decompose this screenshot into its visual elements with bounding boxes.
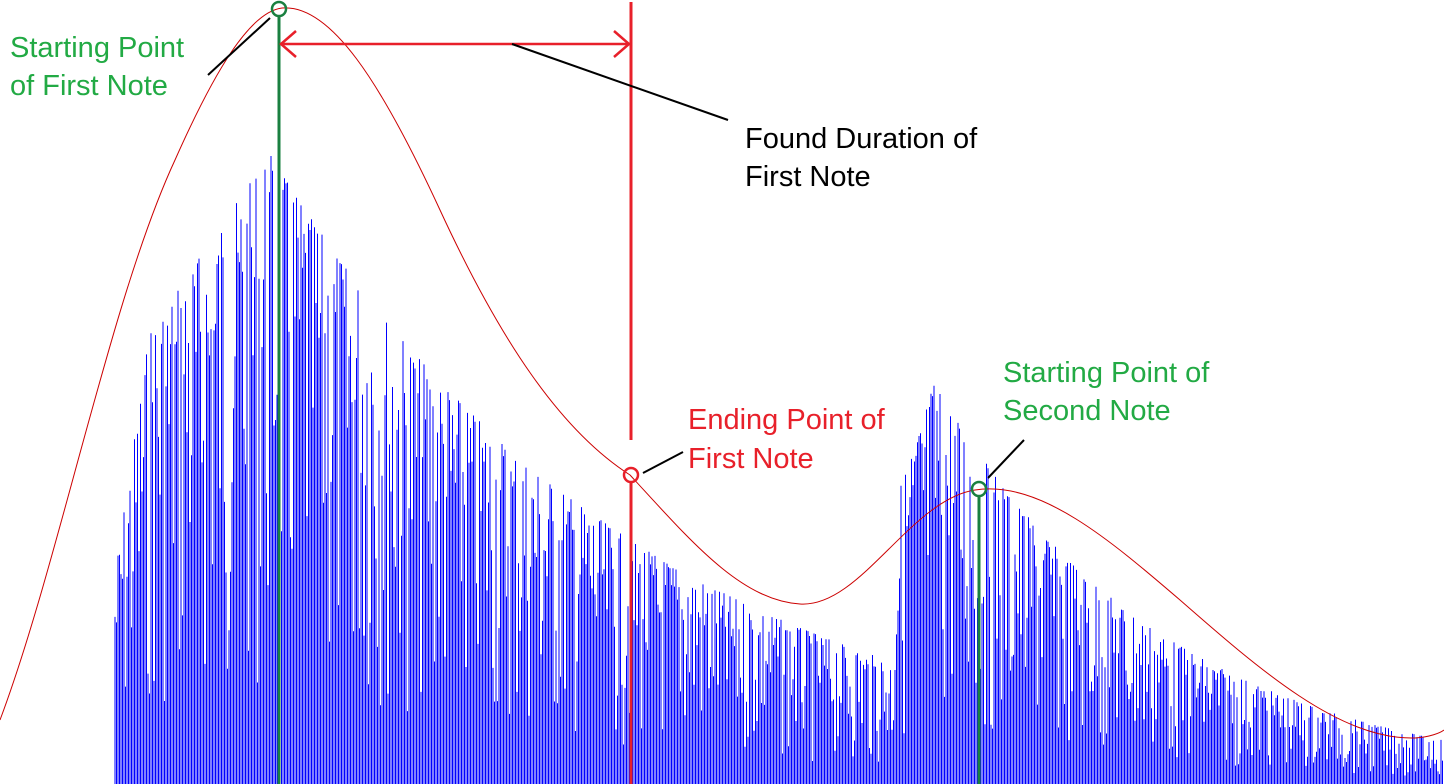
amplitude-envelope-curve — [0, 7, 1444, 739]
start-first-line1: Starting Point — [10, 32, 184, 64]
second-note-start-circle — [970, 480, 988, 498]
duration-line2: First Note — [745, 161, 871, 193]
audio-waveform — [114, 156, 1443, 784]
first-note-end-circle — [622, 466, 640, 484]
start-second-label: Starting Point of Second Note — [1003, 357, 1217, 427]
end-first-leader — [642, 451, 684, 474]
first-note-start-circle — [270, 0, 288, 18]
duration-label: Found Duration of First Note — [745, 123, 985, 193]
start-first-leader — [207, 17, 271, 76]
duration-arrow — [279, 30, 631, 58]
end-first-line1: Ending Point of — [688, 404, 886, 436]
start-second-line2: Second Note — [1003, 395, 1171, 427]
duration-line1: Found Duration of — [745, 123, 978, 155]
start-first-line2: of First Note — [10, 70, 168, 102]
start-second-leader — [987, 439, 1025, 479]
duration-leader — [511, 43, 729, 121]
end-first-line2: First Note — [688, 443, 814, 475]
start-second-line1: Starting Point of — [1003, 357, 1210, 389]
start-first-label: Starting Point of First Note — [10, 32, 192, 102]
end-first-label: Ending Point of First Note — [688, 404, 893, 475]
